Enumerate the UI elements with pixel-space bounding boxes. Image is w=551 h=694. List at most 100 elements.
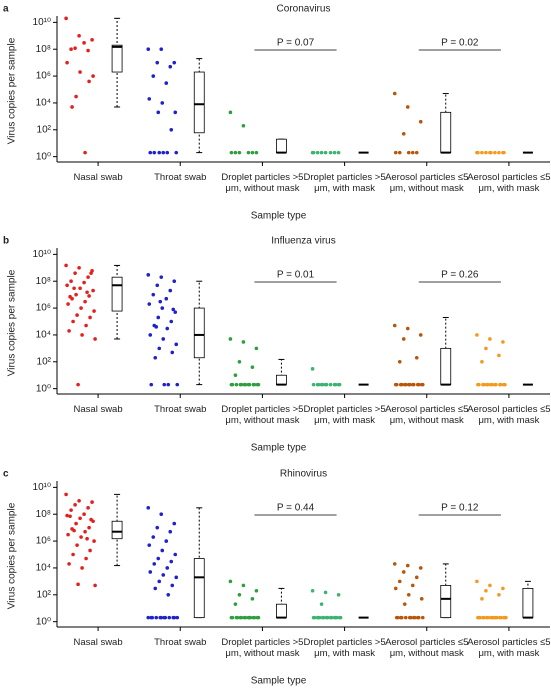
data-point [87, 294, 91, 298]
data-point [167, 615, 172, 620]
x-tick-label: Aerosol particles ≤5 μm, with mask [467, 404, 551, 426]
data-point [241, 583, 246, 588]
data-point [405, 326, 410, 331]
data-point [402, 602, 407, 606]
data-point [229, 150, 234, 155]
y-tick-label: 10⁸ [36, 509, 51, 520]
data-point [75, 543, 79, 547]
data-point [78, 516, 82, 521]
x-tick-label: Aerosol particles ≤5 μm, with mask [467, 637, 551, 659]
x-tick-label: Droplet particles >5 μm, without mask [221, 637, 304, 659]
y-tick-label: 10¹⁰ [33, 17, 51, 28]
x-tick-label: Aerosol particles ≤5 μm, without mask [385, 172, 469, 194]
data-point [160, 306, 165, 310]
data-point [85, 290, 89, 295]
data-point [83, 299, 87, 304]
data-point [161, 337, 166, 341]
data-point [70, 105, 74, 109]
data-point [234, 382, 239, 387]
data-point [336, 592, 341, 597]
data-point [89, 517, 93, 522]
data-point [399, 382, 404, 387]
data-point [414, 355, 419, 360]
y-tick-label: 10⁴ [36, 563, 51, 574]
data-point [66, 532, 70, 537]
y-tick-label: 10⁰ [36, 616, 51, 627]
data-point [315, 150, 320, 155]
data-point [91, 74, 95, 78]
data-point [392, 323, 397, 328]
data-point [156, 315, 161, 320]
data-point [148, 570, 153, 574]
data-point [170, 583, 175, 588]
data-point [401, 337, 406, 341]
data-point [66, 302, 70, 306]
data-point [174, 342, 179, 347]
data-point [68, 514, 72, 519]
data-point [147, 97, 152, 101]
data-point [495, 615, 499, 620]
data-point [161, 573, 166, 577]
data-point [477, 382, 481, 387]
data-point [406, 150, 411, 155]
data-point [159, 615, 164, 620]
x-tick-label: Throat swab [154, 404, 207, 415]
y-tick-label: 10² [37, 589, 52, 600]
chart-title: Rhinovirus [280, 469, 327, 480]
data-point [160, 101, 165, 105]
data-point [74, 94, 78, 99]
data-point [151, 535, 156, 539]
data-point [149, 382, 154, 387]
data-point [84, 323, 88, 328]
data-point [488, 583, 492, 588]
panel-letter: b [3, 236, 9, 247]
data-point [160, 548, 165, 553]
data-point [79, 535, 83, 539]
data-point [504, 615, 508, 620]
data-point [169, 559, 174, 564]
box [111, 44, 123, 73]
data-point [490, 382, 494, 387]
data-point [250, 150, 255, 155]
data-point [72, 286, 76, 291]
y-tick-label: 10⁴ [36, 330, 51, 341]
data-point [416, 382, 421, 387]
y-axis-label: Virus copies per sample [7, 37, 18, 144]
data-point [156, 110, 161, 115]
data-point [397, 359, 402, 364]
data-point [78, 70, 82, 74]
data-point [491, 615, 495, 620]
data-point [334, 615, 339, 620]
p-value: P = 0.12 [441, 503, 479, 514]
data-point [157, 150, 162, 155]
data-point [161, 150, 166, 155]
data-point [246, 150, 251, 155]
data-point [493, 150, 497, 155]
data-point [323, 150, 328, 155]
data-point [83, 529, 87, 534]
data-point [73, 503, 77, 507]
data-point [252, 382, 257, 387]
data-point [401, 132, 406, 136]
data-point [64, 263, 68, 268]
data-point [154, 325, 159, 329]
data-point [233, 602, 238, 606]
data-point [254, 346, 259, 351]
data-point [172, 615, 177, 620]
data-point [65, 60, 69, 65]
data-point [93, 583, 97, 588]
data-point [494, 382, 498, 387]
data-point [73, 46, 77, 50]
data-point [254, 588, 259, 593]
y-tick-label: 10¹⁰ [33, 482, 51, 493]
data-point [489, 150, 493, 155]
data-point [420, 615, 425, 620]
data-point [87, 525, 91, 530]
data-point [90, 38, 94, 42]
panel-letter: c [3, 469, 9, 480]
box [440, 347, 452, 386]
data-point [71, 319, 75, 324]
data-point [394, 382, 399, 387]
chart-title: Influenza virus [271, 236, 335, 247]
